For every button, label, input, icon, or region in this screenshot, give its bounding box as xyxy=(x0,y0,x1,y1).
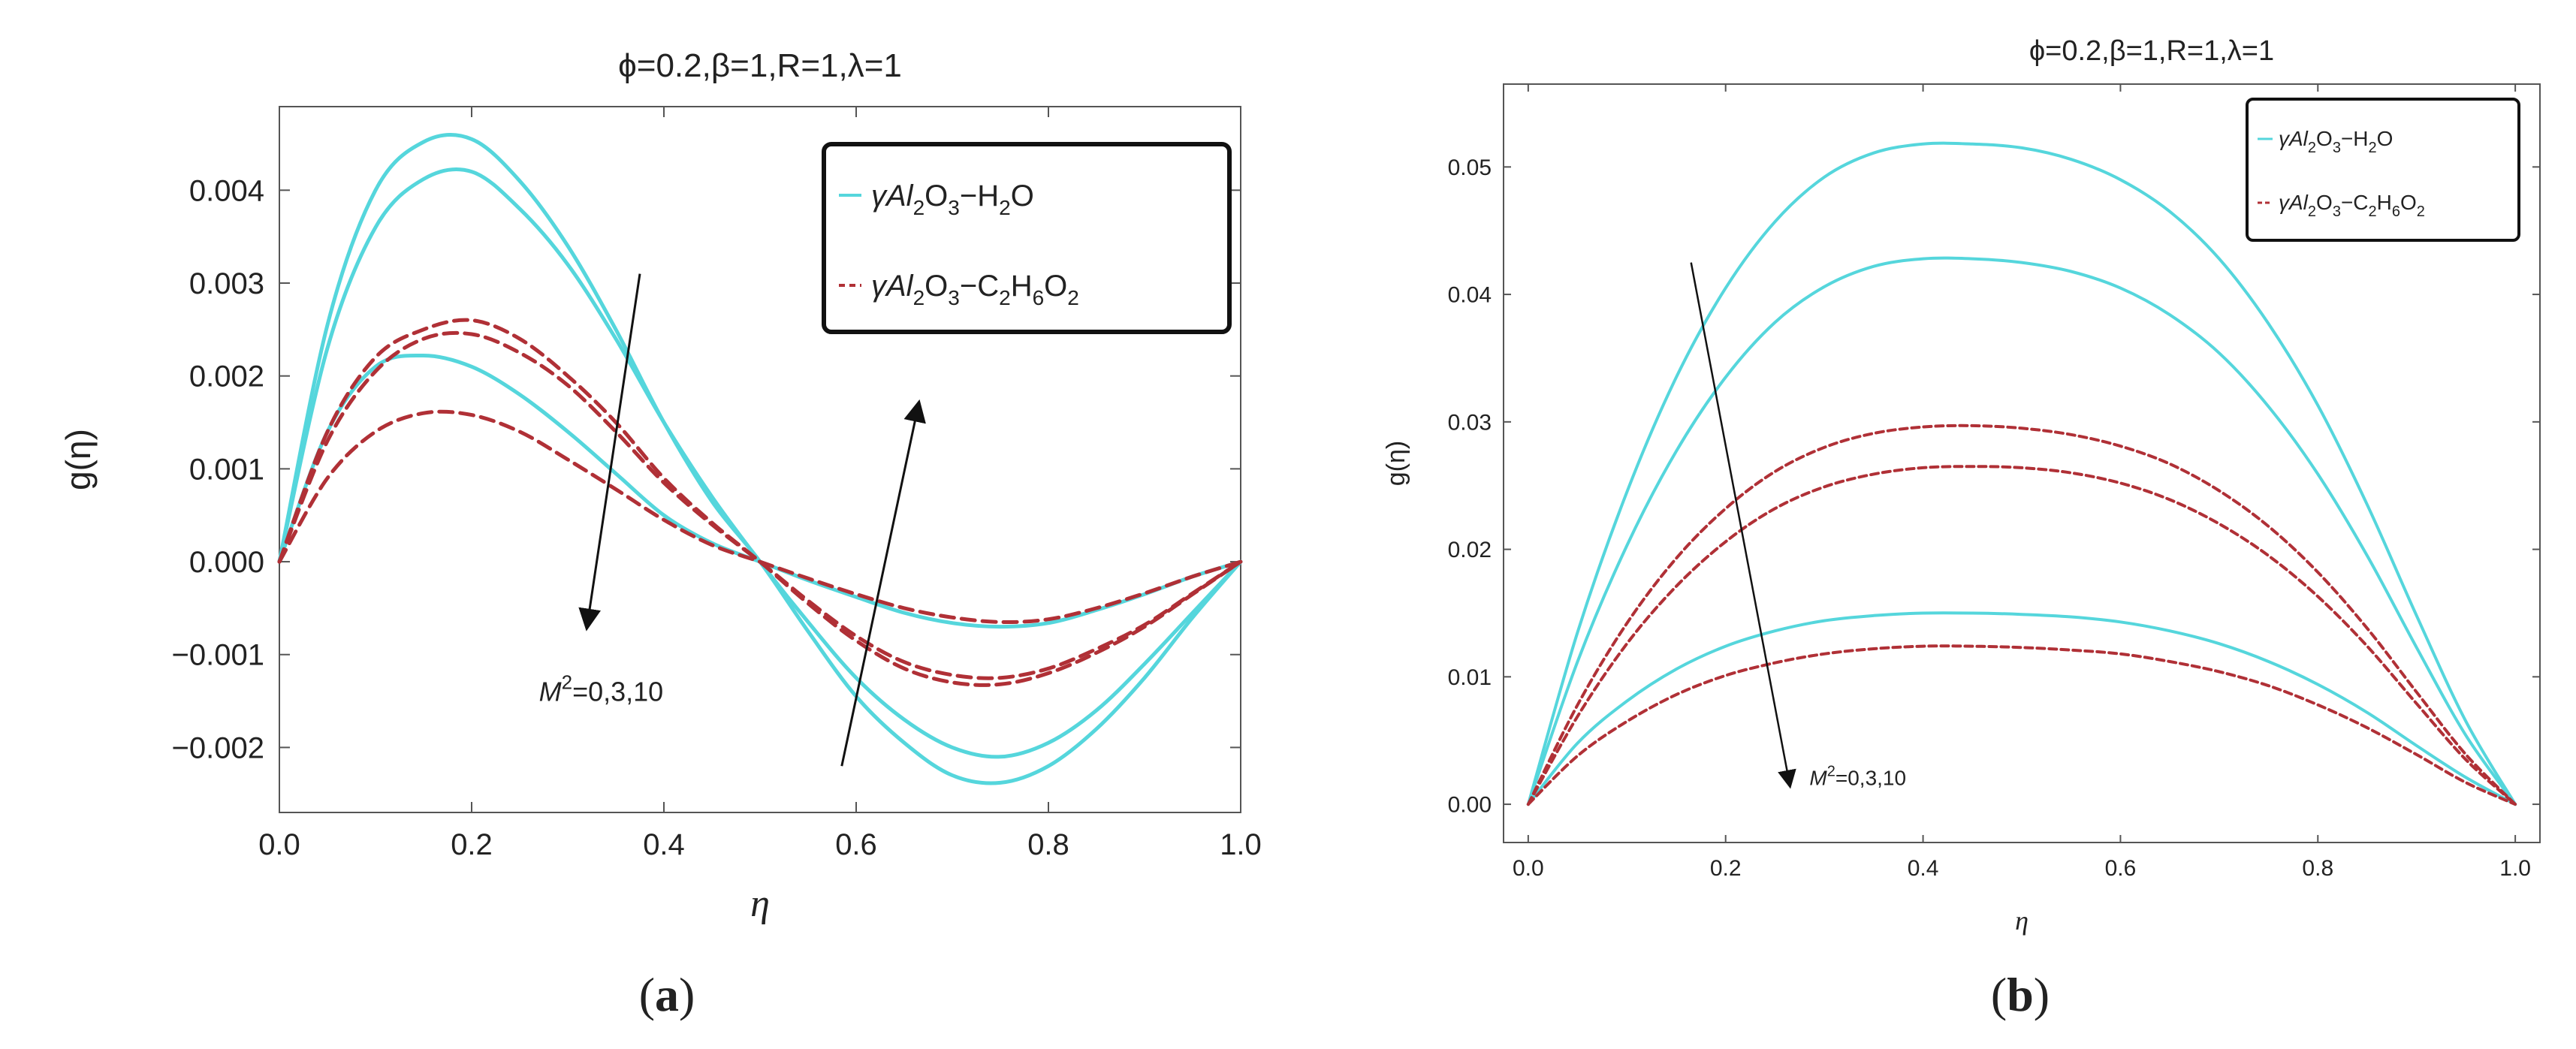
y-tick-label: 0.003 xyxy=(189,267,264,300)
legend-b-entry-water: γAl2O3−H2O xyxy=(2279,127,2393,156)
legend-a-entry-water: γAl2O3−H2O xyxy=(871,179,1034,219)
x-tick-label: 1.0 xyxy=(1220,828,1262,861)
x-tick-label: 0.2 xyxy=(451,828,493,861)
panel-b-xlabel: η xyxy=(2015,906,2029,936)
panel-b-legend: γAl2O3−H2O γAl2O3−C2H6O2 xyxy=(2246,98,2520,242)
panel-b-annotation: M2=0,3,10 xyxy=(1809,764,1906,790)
panel-b-title: ϕ=0.2,β=1,R=1,λ=1 xyxy=(2029,35,2274,67)
panel-b-ylabel: g(η) xyxy=(1382,441,1410,486)
panel-a-ylabel: g(η) xyxy=(59,429,98,490)
series-line-glycol-4 xyxy=(277,330,1243,680)
x-tick-label: 0.6 xyxy=(835,828,877,861)
panel-a-annotation: M2=0,3,10 xyxy=(539,671,664,707)
x-tick-label: 0.8 xyxy=(1027,828,1069,861)
series-line-water-0 xyxy=(1526,141,2517,806)
series-line-glycol-4 xyxy=(1526,465,2517,806)
panel-b-chart: ϕ=0.2,β=1,R=1,λ=1 0.00 0.01 0.02 0.03 0.04 0.… xyxy=(1382,35,2541,1021)
panel-a-frame xyxy=(279,106,1241,813)
x-tick-label: 0.0 xyxy=(258,828,300,861)
y-tick-label: −0.002 xyxy=(172,731,264,764)
panel-a-legend-box xyxy=(822,142,1232,334)
series-line-water-2 xyxy=(277,353,1243,629)
series-line-water-1 xyxy=(1526,256,2517,806)
series-line-glycol-5 xyxy=(277,409,1243,625)
x-tick-label: 0.4 xyxy=(643,828,685,861)
y-tick-label: 0.04 xyxy=(1448,283,1492,308)
y-tick-label: 0.004 xyxy=(189,174,264,207)
series-line-glycol-3 xyxy=(277,318,1243,687)
panel-b-legend-box xyxy=(2246,98,2520,242)
y-tick-label: 0.05 xyxy=(1448,155,1492,180)
y-tick-label: 0.002 xyxy=(189,360,264,393)
x-tick-label: 0.8 xyxy=(2302,856,2333,881)
legend-b-entry-glycol: γAl2O3−C2H6O2 xyxy=(2279,191,2425,220)
panel-a-label: (a) xyxy=(639,968,695,1021)
series-line-water-0 xyxy=(277,133,1243,785)
y-tick-label: 0.02 xyxy=(1448,538,1492,562)
panel-b-frame xyxy=(1503,83,2541,843)
x-tick-label: 0.2 xyxy=(1710,856,1742,881)
panel-a-title: ϕ=0.2,β=1,R=1,λ=1 xyxy=(618,47,902,84)
trend-arrow-0 xyxy=(578,273,641,632)
y-tick-label: −0.001 xyxy=(172,639,264,672)
panel-a-legend: γAl2O3−H2O γAl2O3−C2H6O2 xyxy=(822,142,1232,334)
x-tick-label: 0.6 xyxy=(2105,856,2137,881)
y-tick-label: 0.01 xyxy=(1448,665,1492,690)
x-tick-label: 0.0 xyxy=(1513,856,1544,881)
panel-a-xlabel: η xyxy=(750,882,770,925)
y-tick-label: 0.001 xyxy=(189,453,264,486)
y-tick-label: 0.00 xyxy=(1448,793,1492,818)
series-line-glycol-5 xyxy=(1526,644,2517,806)
series-line-water-1 xyxy=(277,167,1243,759)
y-tick-label: 0.000 xyxy=(189,546,264,579)
x-tick-label: 0.4 xyxy=(1908,856,1939,881)
y-tick-label: 0.03 xyxy=(1448,410,1492,435)
series-line-glycol-3 xyxy=(1526,424,2517,806)
x-tick-label: 1.0 xyxy=(2499,856,2531,881)
panel-a-chart: ϕ=0.2,β=1,R=1,λ=1 −0.002 −0.001 0.000 0.001… xyxy=(59,47,1262,1021)
series-line-water-2 xyxy=(1526,611,2517,806)
legend-a-entry-glycol: γAl2O3−C2H6O2 xyxy=(871,270,1079,309)
trend-arrow-0 xyxy=(1690,262,1796,789)
panel-b-label: (b) xyxy=(1991,968,2050,1021)
trend-arrow-1 xyxy=(840,399,926,767)
